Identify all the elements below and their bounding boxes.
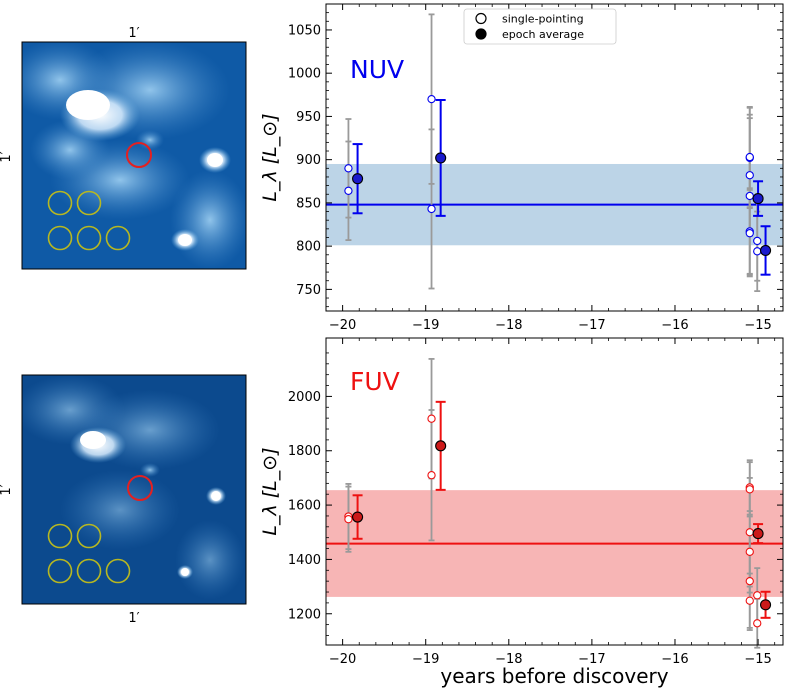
background-aperture-circles	[47, 190, 131, 251]
nuv-scale-top: 1′	[128, 26, 139, 41]
fuv-y-tick-label: 1600	[288, 499, 321, 514]
fuv-epoch-average-point	[760, 599, 772, 611]
nuv-x-tick-label: −17	[578, 318, 605, 333]
fuv-axes-frame	[325, 337, 784, 646]
nuv-y-tick-label: 750	[296, 283, 321, 298]
nuv-y-tick-label: 850	[296, 196, 321, 211]
fuv-panel-label: FUV	[350, 367, 400, 396]
nuv-image: 1′ 1′	[0, 26, 247, 270]
fuv-x-tick-label: −16	[661, 652, 688, 667]
nuv-single-pointing-point	[745, 171, 754, 180]
target-aperture-circle	[127, 475, 153, 501]
nuv-x-tick-label: −19	[412, 318, 439, 333]
fuv-x-tick-label: −19	[412, 652, 439, 667]
nuv-single-pointing-point	[344, 186, 353, 195]
nuv-x-tick-label: −20	[329, 318, 356, 333]
nuv-single-pointing-point	[427, 204, 436, 214]
nuv-single-pointing-point	[753, 236, 762, 246]
fuv-scale-bottom: 1′	[128, 611, 139, 626]
fuv-single-pointing-point	[344, 515, 353, 524]
fuv-single-pointing-point	[753, 619, 762, 628]
fuv-x-tick-label: −20	[329, 652, 356, 667]
nuv-x-tick-label: −16	[661, 318, 688, 333]
fuv-x-tick-label: −17	[578, 652, 605, 667]
fuv-y-tick-label: 1400	[288, 553, 321, 568]
fuv-light-curve-panel: −20 −19 −18 −17 −16 −15 1200 1400 1600 1800 2000 L_…	[259, 337, 784, 688]
nuv-epoch-average-point	[352, 173, 364, 185]
nuv-single-pointing-point	[745, 191, 754, 201]
nuv-y-tick-label: 1050	[288, 23, 321, 38]
nuv-single-pointing-point	[745, 152, 754, 162]
nuv-epoch-average-point	[752, 193, 764, 205]
fuv-image: 1′ 1′	[0, 374, 247, 626]
target-aperture-circle	[126, 142, 152, 168]
fuv-y-tick-label: 1800	[288, 444, 321, 459]
background-aperture-circles	[47, 523, 131, 584]
fuv-y-tick-label: 1200	[288, 607, 321, 622]
nuv-single-pointing-point	[745, 229, 754, 238]
fuv-x-tick-label: −18	[495, 652, 522, 667]
nuv-x-tick-label: −15	[744, 318, 771, 333]
nuv-y-tick-label: 800	[296, 240, 321, 255]
fuv-single-pointing-point	[753, 591, 762, 600]
fuv-epoch-average-point	[752, 528, 764, 540]
legend-filled-marker	[475, 28, 487, 40]
nuv-scale-left: 1′	[0, 151, 14, 162]
nuv-axes-frame	[325, 3, 784, 312]
fuv-x-tick-label: −15	[744, 652, 771, 667]
nuv-y-tick-label: 1000	[288, 67, 321, 82]
legend-single-pointing: single-pointing	[502, 13, 584, 26]
nuv-y-axis-label: L_λ [L_⊙]	[259, 113, 281, 201]
nuv-y-tick-label: 900	[296, 153, 321, 168]
fuv-single-pointing-point	[745, 547, 754, 556]
nuv-single-pointing-point	[753, 247, 762, 256]
fuv-single-pointing-point	[745, 528, 754, 537]
fuv-single-pointing-point	[745, 485, 754, 494]
fuv-x-axis-label: years before discovery	[440, 664, 668, 688]
nuv-epoch-average-point	[435, 152, 447, 164]
fuv-y-tick-label: 2000	[288, 390, 321, 405]
fuv-scale-left: 1′	[0, 484, 14, 495]
nuv-panel-label: NUV	[350, 55, 404, 84]
fuv-single-pointing-point	[427, 414, 436, 423]
legend: single-pointing epoch average	[463, 8, 617, 45]
legend-epoch-average: epoch average	[502, 28, 584, 41]
nuv-y-tick-label: 950	[296, 110, 321, 125]
nuv-x-tick-label: −18	[495, 318, 522, 333]
legend-open-marker	[475, 12, 487, 25]
fuv-single-pointing-point	[745, 577, 754, 586]
fuv-epoch-average-point	[352, 511, 364, 523]
nuv-single-pointing-point	[427, 94, 436, 104]
fuv-single-pointing-point	[427, 471, 436, 480]
fuv-y-axis-label: L_λ [L_⊙]	[259, 447, 281, 535]
fuv-epoch-average-point	[435, 440, 447, 452]
nuv-single-pointing-point	[344, 164, 353, 173]
nuv-light-curve-panel: −20 −19 −18 −17 −16 −15 750 800 850 900 950 1000 105…	[259, 3, 784, 333]
nuv-epoch-average-point	[760, 244, 772, 257]
fuv-single-pointing-point	[745, 596, 754, 605]
